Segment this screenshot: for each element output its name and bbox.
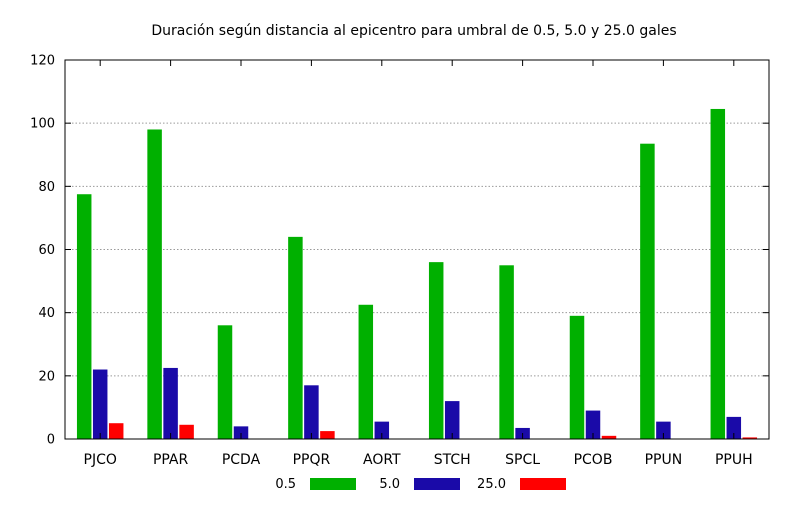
y-tick-label: 0 (47, 433, 55, 448)
bar-5-0-ppar (163, 367, 178, 439)
legend: 0.5 5.0 25.0 (275, 477, 566, 492)
bar-0-5-stch (428, 262, 444, 439)
chart-title: Duración según distancia al epicentro pa… (151, 23, 676, 39)
legend-swatch-5-0 (414, 478, 460, 490)
bar-0-5-pcob (569, 315, 585, 439)
y-tick-label: 120 (30, 54, 55, 69)
x-category-label: PPAR (153, 452, 189, 468)
x-category-label: SPCL (505, 452, 540, 468)
y-tick-label: 40 (38, 306, 55, 321)
bar-5-0-pcob (585, 410, 601, 439)
bar-0-5-ppqr (288, 236, 303, 439)
x-category-label: AORT (363, 452, 401, 468)
legend-label-0-5: 0.5 (275, 477, 296, 492)
bar-0-5-spcl (499, 265, 514, 439)
x-category-label: PPUH (715, 452, 753, 468)
bar-5-0-ppuh (726, 416, 742, 439)
x-category-label: PCDA (222, 452, 261, 468)
bar-0-5-ppuh (710, 108, 726, 440)
y-axis-ticks: 0 20 40 60 80 100 120 (30, 54, 769, 448)
x-category-label: STCH (434, 452, 471, 468)
legend-label-5-0: 5.0 (379, 477, 400, 492)
legend-swatch-25-0 (520, 478, 566, 490)
bar-25-0-ppqr (320, 431, 335, 439)
y-tick-label: 20 (38, 369, 55, 384)
legend-swatch-0-5 (310, 478, 356, 490)
bar-0-5-ppar (147, 129, 162, 439)
bars (76, 108, 758, 440)
plot-frame (64, 59, 770, 440)
bar-25-0-ppuh (742, 437, 758, 439)
y-tick-label: 100 (30, 117, 55, 132)
bar-25-0-ppar (179, 424, 194, 439)
x-category-label: PCOB (574, 452, 613, 468)
bar-5-0-ppqr (304, 385, 319, 439)
bar-5-0-aort (374, 421, 390, 439)
bar-25-0-pjco (108, 423, 124, 439)
bar-0-5-ppun (640, 143, 655, 439)
grid-lines (65, 122, 769, 377)
bar-25-0-pcob (601, 435, 617, 439)
bar-5-0-stch (444, 401, 460, 439)
x-category-label: PPQR (293, 452, 331, 468)
x-axis-categories: PJCO PPAR PCDA PPQR AORT STCH SPCL PCOB PPUN PPUH (84, 60, 753, 468)
y-tick-label: 60 (38, 243, 55, 258)
bar-0-5-pjco (76, 194, 92, 439)
bar-5-0-pjco (92, 369, 108, 439)
bar-5-0-ppun (656, 421, 671, 439)
x-category-label: PJCO (84, 452, 117, 468)
bar-5-0-pcda (233, 426, 249, 439)
x-category-label: PPUN (645, 452, 683, 468)
legend-label-25-0: 25.0 (477, 477, 506, 492)
bar-0-5-aort (358, 304, 374, 439)
y-tick-label: 80 (38, 180, 55, 195)
bar-0-5-pcda (217, 325, 233, 439)
